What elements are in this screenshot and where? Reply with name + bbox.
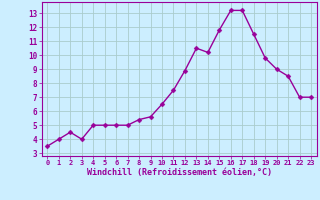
X-axis label: Windchill (Refroidissement éolien,°C): Windchill (Refroidissement éolien,°C) xyxy=(87,168,272,177)
